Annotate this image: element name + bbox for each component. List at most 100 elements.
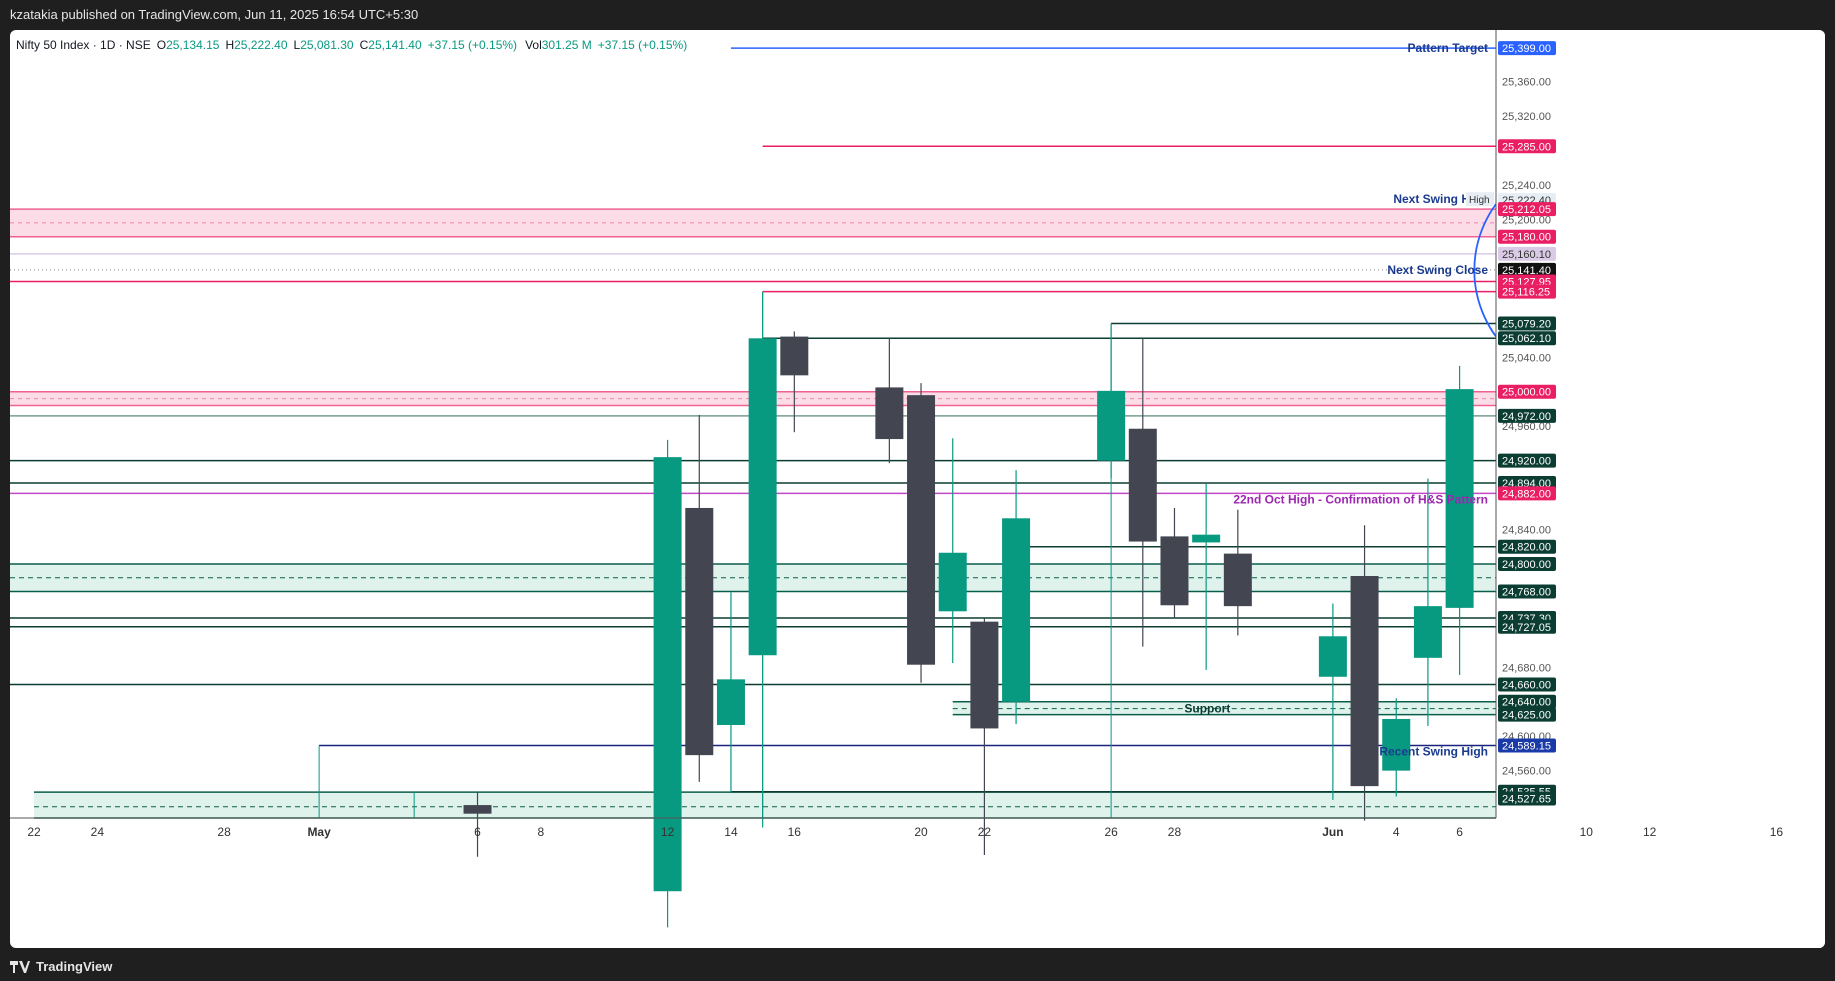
y-tick-3: 25,200.00 (1502, 214, 1551, 226)
y-tick-4: 25,040.00 (1502, 352, 1551, 364)
candle-body-14 (1192, 534, 1221, 543)
price-tag-text-12: 24,972.00 (1502, 411, 1551, 423)
price-tag-text-1: 25,285.00 (1502, 141, 1551, 153)
ohlc-legend: Nifty 50 Index · 1D · NSE O25,134.15 H25,2… (16, 38, 687, 52)
candle-body-13 (1160, 536, 1189, 606)
price-tag-20: 24,727.05 (1498, 619, 1556, 634)
price-tag-text-6: 25,141.40 (1502, 265, 1551, 277)
price-tag-bg-11 (1498, 384, 1556, 399)
tradingview-logo-icon (10, 960, 30, 973)
candle-body-7 (907, 395, 936, 665)
candle-body-4 (748, 338, 777, 656)
candle-body-3 (716, 679, 745, 725)
candle-body-6 (875, 387, 904, 440)
price-tag-text-0: 25,399.00 (1502, 43, 1551, 55)
price-tag-bg-20 (1498, 619, 1556, 634)
high-value: 25,222.40 (234, 38, 288, 52)
candle-body-20 (1445, 389, 1474, 608)
y-tick-2: 25,240.00 (1502, 180, 1551, 192)
candle-body-15 (1223, 553, 1252, 607)
price-tag-bg-8 (1498, 284, 1556, 299)
x-tick-9: 20 (914, 825, 928, 839)
price-tag-bg-12 (1498, 408, 1556, 423)
price-tag-bg-21 (1498, 677, 1556, 692)
price-tag-text-18: 24,768.00 (1502, 587, 1551, 599)
price-tag-11: 25,000.00 (1498, 384, 1556, 399)
price-tag-3: 25,212.05 (1498, 202, 1556, 217)
candle-body-5 (780, 336, 809, 376)
x-tick-17: 12 (1643, 825, 1657, 839)
high-marker-bg (1466, 192, 1494, 207)
x-tick-8: 16 (788, 825, 802, 839)
candle-body-18 (1382, 718, 1411, 771)
price-tag-text-3: 25,212.05 (1502, 204, 1551, 216)
price-tag-bg-15 (1498, 486, 1556, 501)
volume-label: Vol (525, 38, 542, 52)
price-tag-4: 25,180.00 (1498, 229, 1556, 244)
level-text-24: Recent Swing High (1379, 745, 1488, 759)
x-tick-3: May (307, 825, 331, 839)
x-tick-13: Jun (1322, 825, 1343, 839)
footer-brand: TradingView (36, 959, 113, 974)
close-value: 25,141.40 (368, 38, 422, 52)
price-tag-text-26: 24,527.65 (1502, 793, 1551, 805)
price-tag-text-8: 25,116.25 (1502, 287, 1550, 299)
price-tag-24: 24,589.15 (1498, 738, 1556, 753)
x-tick-1: 24 (91, 825, 105, 839)
candle-body-9 (970, 621, 999, 729)
price-tag-text-23: 24,625.00 (1502, 710, 1551, 722)
candle-body-12 (1128, 428, 1157, 542)
x-tick-15: 6 (1456, 825, 1463, 839)
price-tag-bg-22 (1498, 694, 1556, 709)
y-tick-1: 25,320.00 (1502, 111, 1551, 123)
price-tag-text-21: 24,660.00 (1502, 680, 1551, 692)
price-tag-bg-0 (1498, 41, 1556, 56)
symbol-name: Nifty 50 Index · 1D · NSE (16, 38, 151, 52)
candle-body-1 (653, 457, 682, 892)
chart-frame[interactable]: Support Pattern Target Next Swing High Next… (10, 30, 1825, 948)
price-tag-text-17: 24,800.00 (1502, 559, 1551, 571)
price-tag-bg-5 (1498, 246, 1556, 261)
low-label: L (294, 38, 301, 52)
price-tag-text-24: 24,589.15 (1502, 741, 1551, 753)
price-tag-bg-16 (1498, 539, 1556, 554)
high-marker-label: High (1469, 195, 1490, 206)
price-tag-5: 25,160.10 (1498, 246, 1556, 261)
level-text-15: 22nd Oct High - Confirmation of H&S Patt… (1233, 492, 1488, 506)
low-value: 25,081.30 (300, 38, 354, 52)
price-tag-text-10: 25,062.10 (1502, 333, 1551, 345)
volume-value: 301.25 M (542, 38, 592, 52)
zone-0 (10, 209, 1496, 237)
price-tag-text-5: 25,160.10 (1502, 249, 1551, 261)
candlestick-chart[interactable]: Support Pattern Target Next Swing High Next… (10, 30, 1825, 948)
level-text-3: Next Swing High (1393, 192, 1488, 206)
x-tick-2: 28 (217, 825, 231, 839)
price-tag-bg-24 (1498, 738, 1556, 753)
x-tick-7: 14 (724, 825, 738, 839)
candle-body-2 (685, 507, 714, 756)
y-tick-0: 25,360.00 (1502, 77, 1551, 89)
candle-body-8 (938, 552, 967, 612)
candle-body-16 (1318, 636, 1347, 677)
x-tick-5: 8 (538, 825, 545, 839)
candle-body-11 (1097, 390, 1126, 461)
price-tag-16: 24,820.00 (1498, 539, 1556, 554)
high-label: H (225, 38, 234, 52)
price-tag-bg-1 (1498, 139, 1556, 154)
x-tick-16: 10 (1580, 825, 1594, 839)
price-tag-6: 25,141.40 (1498, 262, 1556, 277)
price-tag-bg-6 (1498, 262, 1556, 277)
x-tick-18: 16 (1770, 825, 1784, 839)
open-label: O (157, 38, 166, 52)
price-tag-text-22: 24,640.00 (1502, 697, 1551, 709)
price-tag-text-16: 24,820.00 (1502, 542, 1551, 554)
price-tag-bg-9 (1498, 316, 1556, 331)
price-tag-bg-4 (1498, 229, 1556, 244)
x-tick-12: 28 (1168, 825, 1182, 839)
x-tick-4: 6 (474, 825, 481, 839)
price-tag-22: 24,640.00 (1498, 694, 1556, 709)
y-tick-5: 24,960.00 (1502, 421, 1551, 433)
price-tag-8: 25,116.25 (1498, 284, 1556, 299)
level-text-0: Pattern Target (1408, 41, 1488, 55)
open-value: 25,134.15 (166, 38, 220, 52)
